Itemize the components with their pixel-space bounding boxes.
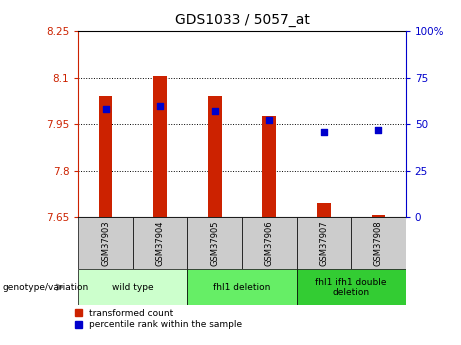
Bar — [188, 217, 242, 269]
Bar — [317, 203, 331, 217]
Bar — [372, 215, 385, 217]
Title: GDS1033 / 5057_at: GDS1033 / 5057_at — [175, 13, 309, 27]
Bar — [351, 217, 406, 269]
Text: wild type: wild type — [112, 283, 154, 292]
Bar — [208, 96, 222, 217]
Bar — [133, 217, 188, 269]
Point — [266, 118, 273, 123]
Bar — [78, 269, 188, 305]
Bar — [296, 269, 406, 305]
Bar — [99, 96, 112, 217]
Bar — [242, 217, 296, 269]
Point — [211, 108, 219, 114]
Bar — [262, 117, 276, 217]
Text: GSM37905: GSM37905 — [210, 220, 219, 266]
Text: GSM37908: GSM37908 — [374, 220, 383, 266]
Bar — [188, 269, 296, 305]
Text: fhl1 ifh1 double
deletion: fhl1 ifh1 double deletion — [315, 277, 387, 297]
Bar — [78, 217, 133, 269]
Text: fhl1 deletion: fhl1 deletion — [213, 283, 271, 292]
Point — [157, 103, 164, 108]
Legend: transformed count, percentile rank within the sample: transformed count, percentile rank withi… — [74, 308, 243, 330]
Text: GSM37906: GSM37906 — [265, 220, 274, 266]
Point — [375, 127, 382, 132]
Text: GSM37907: GSM37907 — [319, 220, 328, 266]
Point — [320, 129, 327, 135]
Text: GSM37903: GSM37903 — [101, 220, 110, 266]
Text: GSM37904: GSM37904 — [156, 220, 165, 266]
Text: genotype/variation: genotype/variation — [2, 283, 89, 292]
Point — [102, 107, 109, 112]
Bar — [154, 76, 167, 217]
Bar — [296, 217, 351, 269]
